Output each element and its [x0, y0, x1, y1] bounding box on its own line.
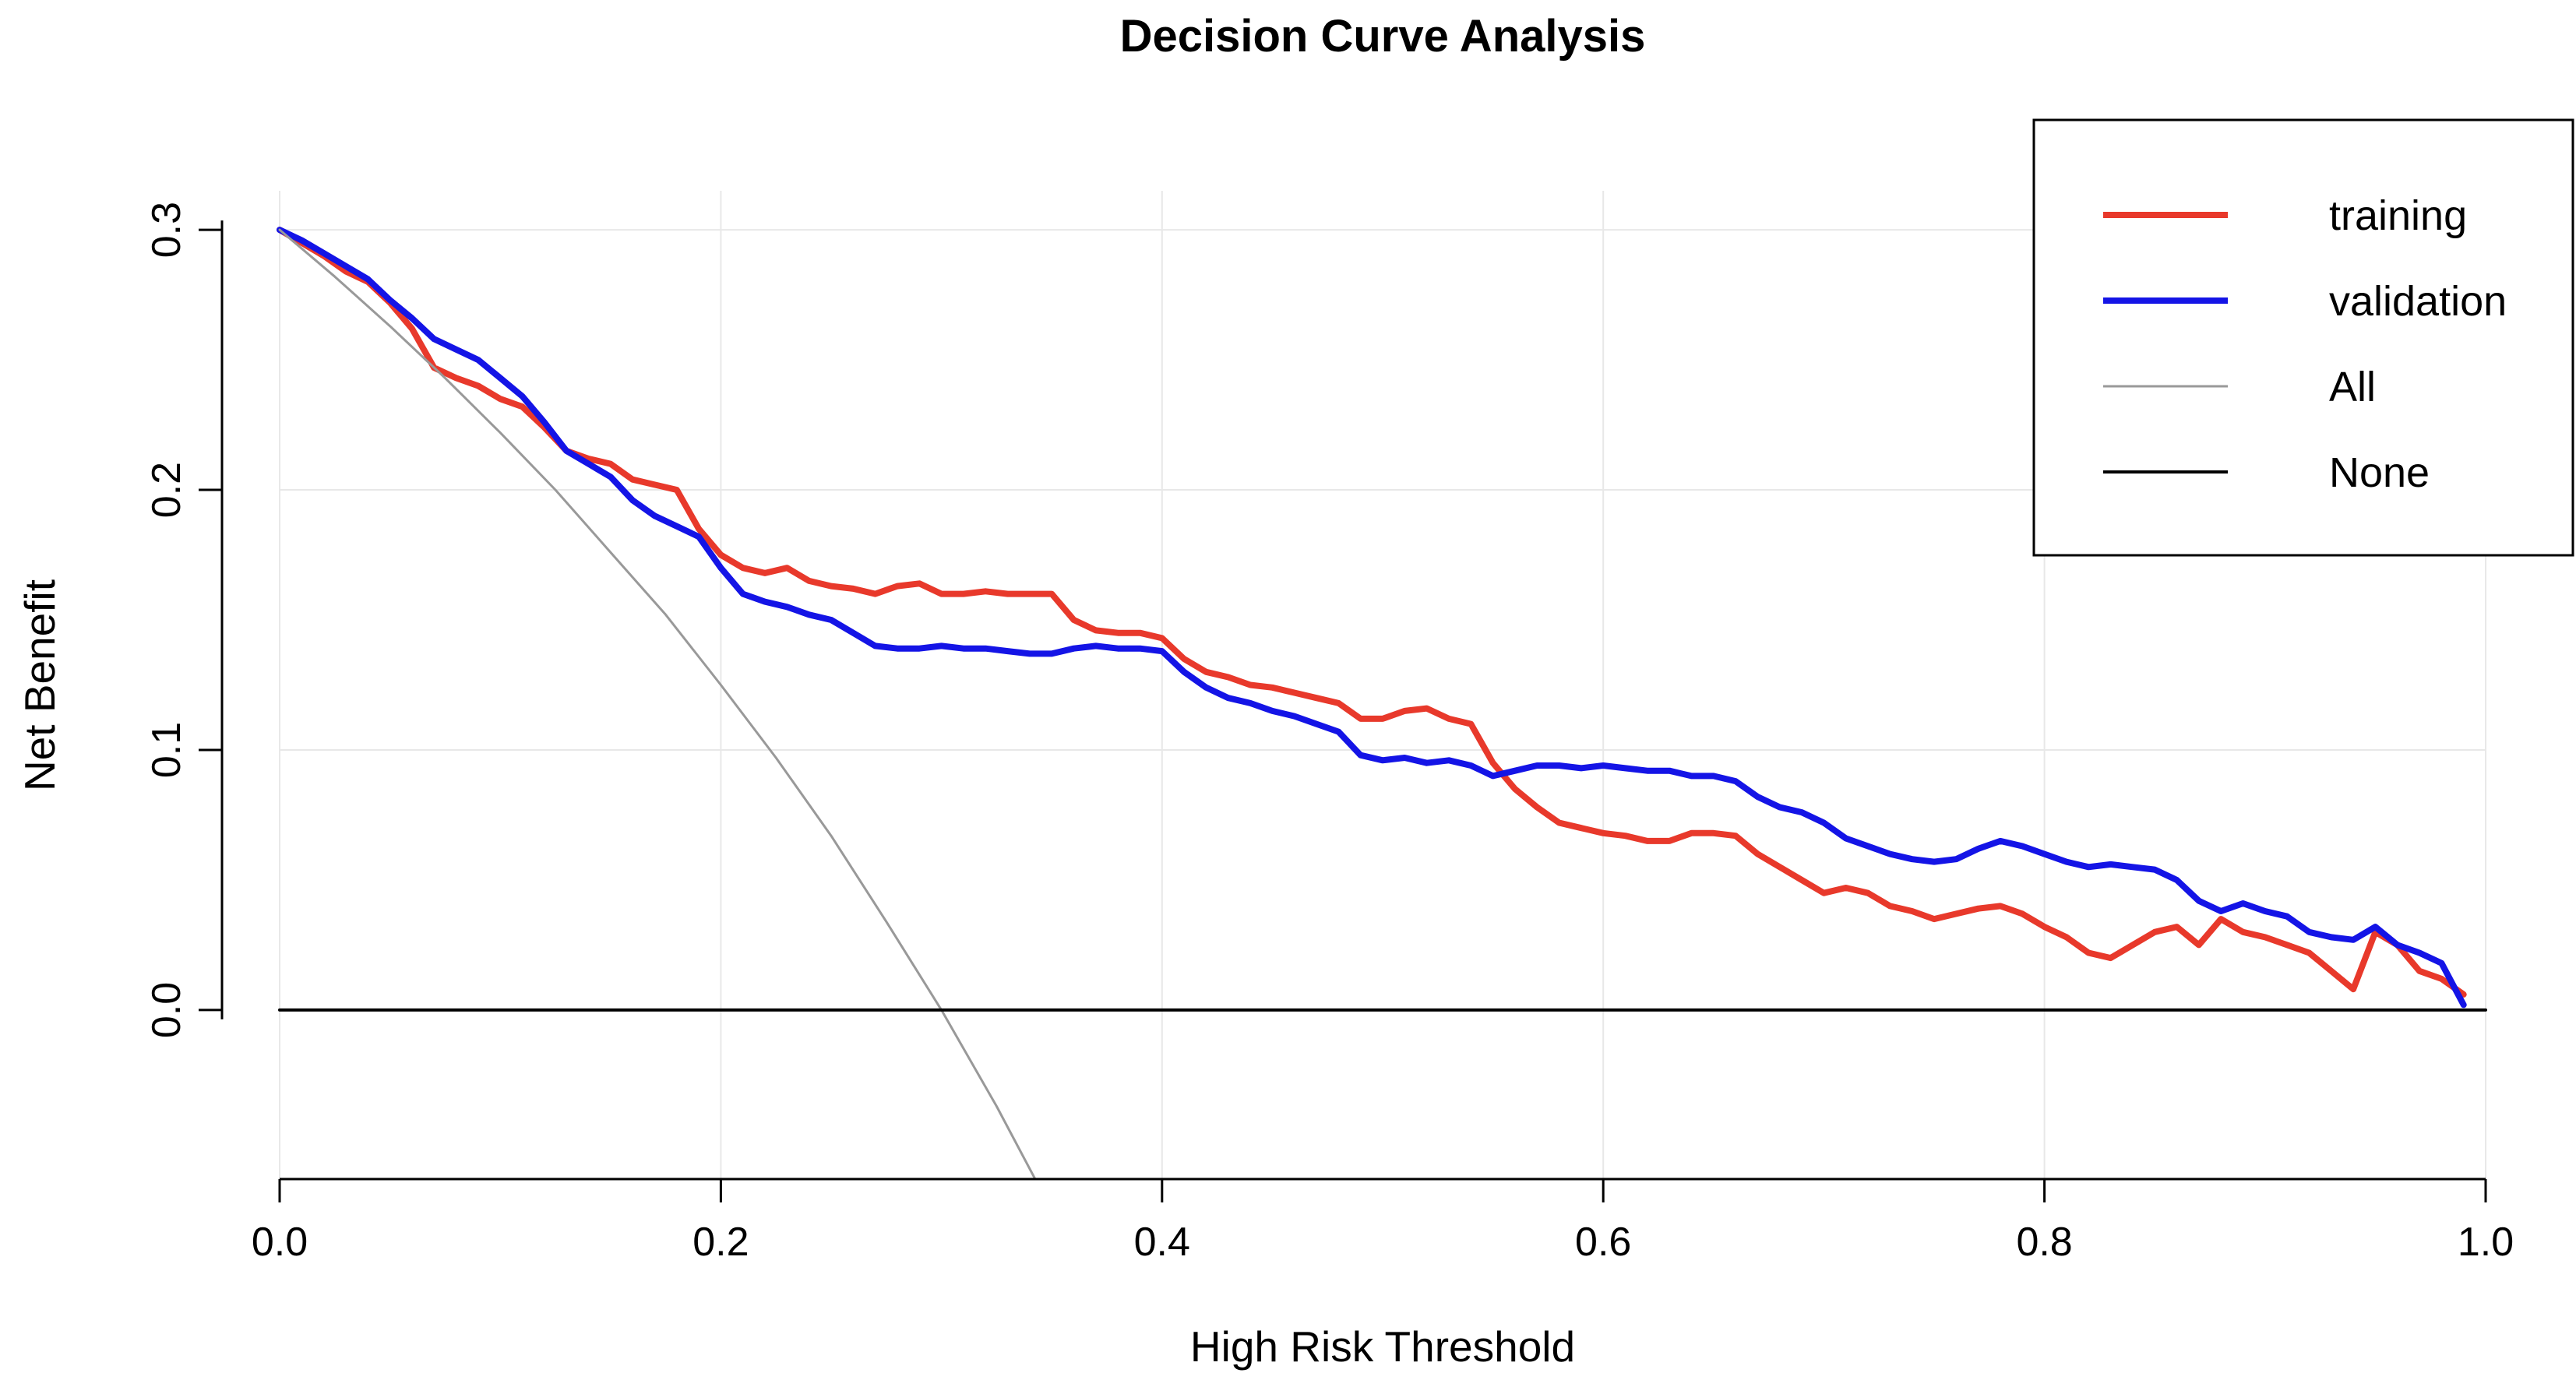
- series-line-training: [277, 227, 2467, 998]
- y-tick-label: 0.3: [144, 202, 189, 258]
- series-line-All: [278, 228, 1037, 1179]
- legend-label-training: training: [2329, 192, 2467, 239]
- y-tick-label: 0.1: [144, 722, 189, 778]
- x-tick-label: 0.6: [1575, 1220, 1631, 1265]
- x-axis-label: High Risk Threshold: [1190, 1322, 1575, 1371]
- legend-label-All: All: [2329, 364, 2376, 410]
- legend-label-None: None: [2329, 449, 2430, 496]
- x-tick-label: 0.0: [252, 1220, 308, 1265]
- chart-title: Decision Curve Analysis: [1120, 11, 1646, 62]
- x-tick-label: 0.4: [1134, 1220, 1190, 1265]
- y-tick-label: 0.2: [144, 462, 189, 518]
- x-tick-label: 1.0: [2458, 1220, 2514, 1265]
- y-tick-label: 0.0: [144, 982, 189, 1038]
- x-tick-label: 0.2: [692, 1220, 749, 1265]
- legend-label-validation: validation: [2329, 278, 2507, 325]
- x-tick-label: 0.8: [2016, 1220, 2072, 1265]
- series-line-validation: [277, 227, 2467, 1009]
- series-layer: [277, 227, 2487, 1179]
- legend: training validation All None: [2032, 118, 2574, 557]
- y-axis-label: Net Benefit: [16, 579, 64, 791]
- legend-box: [2032, 118, 2574, 557]
- axis-layer: 0.0 0.2 0.4 0.6 0.8 1.0 0.0 0.1 0.2 0.3: [144, 202, 2514, 1265]
